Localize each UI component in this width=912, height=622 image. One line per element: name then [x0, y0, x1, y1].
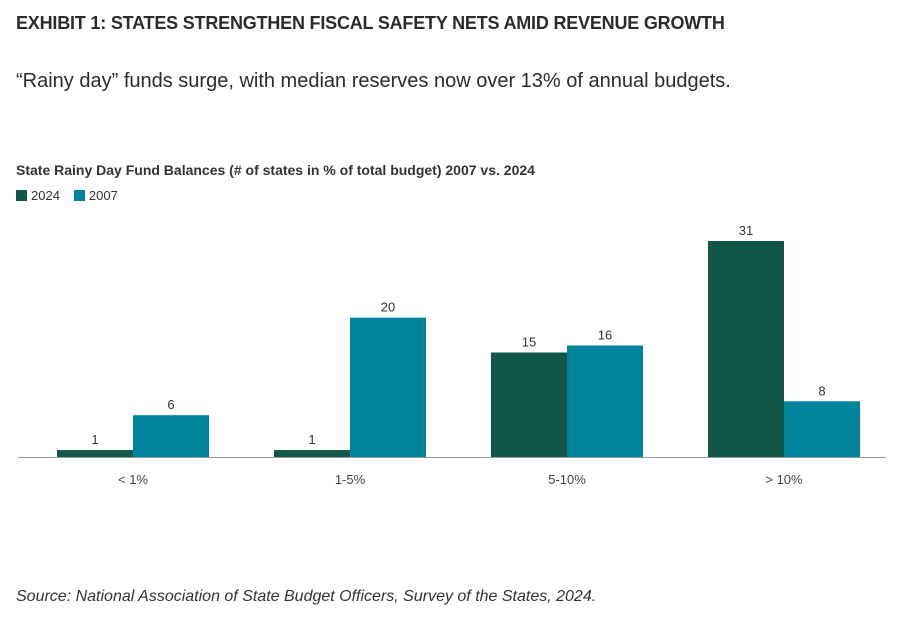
bar-2024-3 [708, 241, 784, 457]
legend-swatch-2007 [73, 190, 85, 201]
legend-label-2007: 2007 [88, 188, 118, 203]
legend-item-2007: 2007 [73, 188, 118, 203]
bar-2007-1 [350, 317, 426, 457]
x-tick-label-2: 5-10% [548, 472, 586, 487]
legend-swatch-2024 [16, 190, 27, 201]
data-label-2007-2: 16 [598, 328, 612, 343]
exhibit-title: EXHIBIT 1: STATES STRENGTHEN FISCAL SAFE… [16, 13, 725, 33]
data-label-2024-3: 31 [739, 223, 753, 238]
bar-2024-1 [274, 450, 350, 457]
bar-2007-2 [567, 345, 643, 457]
x-tick-label-3: > 10% [765, 472, 803, 487]
data-label-2024-2: 15 [522, 334, 536, 349]
data-label-2007-3: 8 [818, 383, 825, 398]
bar-2007-3 [784, 401, 860, 457]
bar-2024-2 [491, 352, 567, 457]
data-label-2007-1: 20 [381, 300, 395, 315]
data-label-2007-0: 6 [167, 397, 174, 412]
chart-legend: 2024 2007 [16, 188, 118, 203]
source-note: Source: National Association of State Bu… [16, 588, 597, 605]
x-tick-label-0: < 1% [118, 472, 148, 487]
data-label-2024-1: 1 [308, 432, 315, 447]
data-label-2024-0: 1 [91, 432, 98, 447]
legend-label-2024: 2024 [31, 188, 60, 203]
bar-2007-0 [133, 415, 209, 457]
chart-subtitle: “Rainy day” funds surge, with median res… [16, 70, 731, 92]
bar-2024-0 [57, 450, 133, 457]
legend-item-2024: 2024 [16, 188, 60, 203]
chart-title: State Rainy Day Fund Balances (# of stat… [16, 162, 535, 178]
x-tick-label-1: 1-5% [335, 472, 366, 487]
